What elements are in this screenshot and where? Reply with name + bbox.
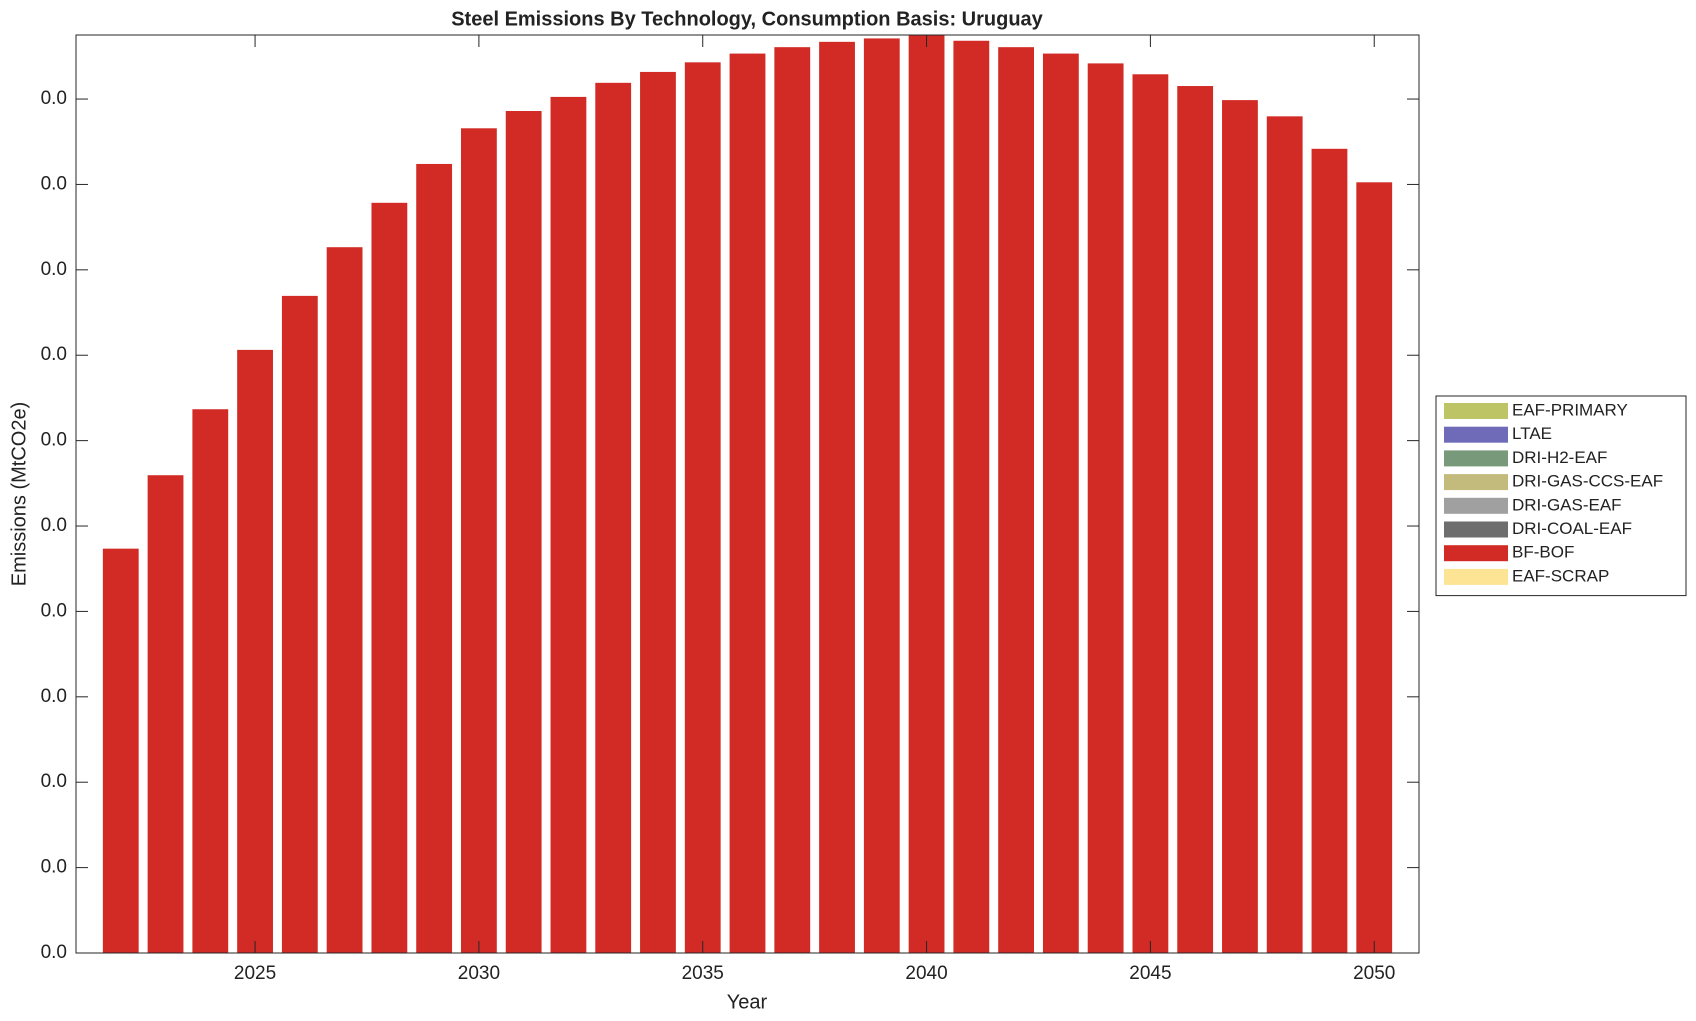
bar: [1222, 100, 1258, 953]
x-tick-label: 2050: [1353, 963, 1395, 984]
x-tick-label: 2025: [234, 963, 276, 984]
bar: [863, 38, 900, 953]
legend-label: EAF-SCRAP: [1512, 566, 1609, 585]
legend-swatch: [1444, 568, 1508, 585]
bar: [281, 295, 318, 953]
legend-swatch: [1444, 497, 1508, 514]
bar: [684, 62, 721, 953]
bar: [640, 71, 676, 954]
bar: [595, 82, 632, 953]
legend-swatch: [1444, 450, 1508, 467]
bar: [729, 53, 766, 954]
y-tick-label: 0.0: [41, 259, 67, 280]
y-tick-label: 0.0: [41, 600, 67, 621]
legend-label: EAF-PRIMARY: [1512, 400, 1628, 419]
bar: [908, 35, 945, 953]
x-tick-label: 2035: [682, 963, 724, 984]
y-tick-label: 0.0: [41, 857, 67, 878]
bar: [998, 47, 1035, 954]
x-tick-label: 2040: [905, 963, 947, 984]
y-axis-label: Emissions (MtCO2e): [8, 402, 30, 586]
bar: [1311, 148, 1348, 953]
legend-label: DRI-GAS-CCS-EAF: [1512, 472, 1663, 491]
bar: [953, 40, 990, 954]
x-axis-label: Year: [727, 991, 768, 1013]
bar: [1087, 63, 1124, 953]
legend-label: DRI-H2-EAF: [1512, 448, 1607, 467]
x-tick-label: 2045: [1129, 963, 1171, 984]
y-tick-label: 0.0: [41, 430, 67, 451]
y-tick-label: 0.0: [41, 771, 67, 792]
y-tick-label: 0.0: [41, 942, 67, 963]
bar: [1356, 182, 1393, 953]
bar: [1042, 53, 1079, 954]
bar: [371, 202, 408, 953]
legend-label: BF-BOF: [1512, 543, 1574, 562]
bar: [237, 349, 273, 953]
bar: [774, 47, 811, 954]
y-tick-label: 0.0: [41, 344, 67, 365]
bar: [819, 41, 855, 954]
legend-swatch: [1444, 403, 1508, 419]
y-tick-label: 0.0: [41, 88, 67, 109]
y-tick-label: 0.0: [41, 515, 67, 536]
bar: [1266, 116, 1303, 954]
bar: [1177, 86, 1214, 953]
legend-swatch: [1444, 521, 1508, 538]
legend-label: DRI-GAS-EAF: [1512, 495, 1622, 514]
legend-swatch: [1444, 474, 1508, 491]
bar: [147, 475, 184, 953]
bar: [192, 409, 229, 953]
x-tick-label: 2030: [458, 963, 500, 984]
bar: [416, 163, 453, 954]
bar: [460, 128, 497, 953]
legend-swatch: [1444, 426, 1508, 443]
bar: [326, 247, 363, 953]
bar: [1132, 74, 1169, 953]
bar: [550, 96, 587, 954]
bar: [102, 548, 139, 953]
legend-swatch: [1444, 545, 1508, 562]
bar: [505, 111, 542, 954]
y-tick-label: 0.0: [41, 173, 67, 194]
y-tick-label: 0.0: [41, 686, 67, 707]
axes-box: [75, 34, 1420, 954]
chart-title: Steel Emissions By Technology, Consumpti…: [451, 8, 1043, 30]
legend-label: LTAE: [1512, 424, 1552, 443]
legend-label: DRI-COAL-EAF: [1512, 519, 1632, 538]
